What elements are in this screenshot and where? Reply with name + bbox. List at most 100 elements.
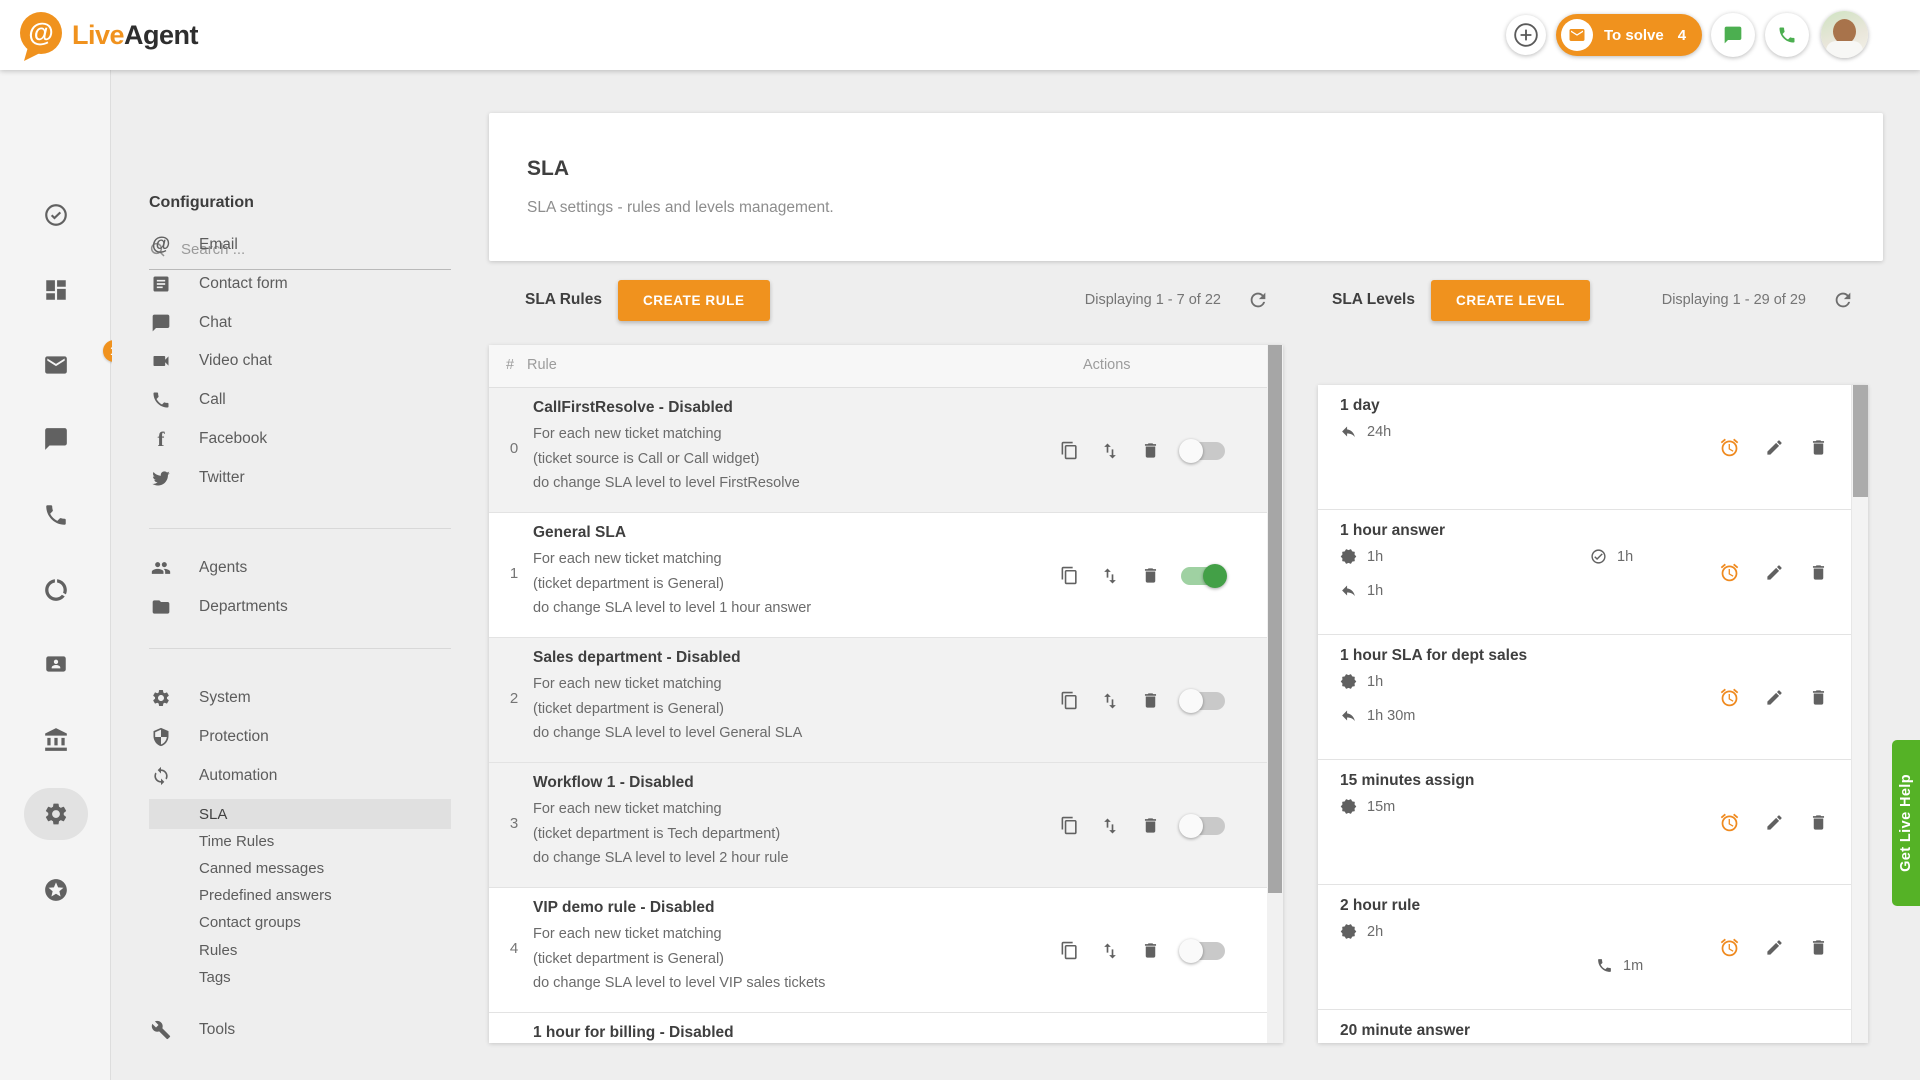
header-call-button[interactable]: [1765, 13, 1809, 57]
sidebar-subitem-tags[interactable]: Tags: [149, 962, 451, 992]
sidebar-subitem-predefined-answers[interactable]: Predefined answers: [149, 881, 451, 911]
create-rule-button[interactable]: CREATE RULE: [617, 279, 770, 321]
copy-icon[interactable]: [1060, 566, 1079, 585]
rules-scrollbar-thumb[interactable]: [1268, 345, 1282, 893]
rule-description-line: (ticket source is Call or Call widget): [533, 450, 760, 467]
trash-icon[interactable]: [1141, 566, 1160, 585]
sidebar-item-protection[interactable]: Protection: [149, 719, 451, 755]
rule-enabled-toggle[interactable]: [1179, 438, 1225, 463]
rule-title: CallFirstResolve - Disabled: [533, 399, 733, 416]
edit-icon[interactable]: [1765, 563, 1784, 582]
levels-scrollbar-thumb[interactable]: [1853, 385, 1868, 497]
search-input[interactable]: [181, 241, 421, 258]
reorder-icon[interactable]: [1100, 941, 1120, 961]
level-title: 15 minutes assign: [1340, 772, 1475, 789]
trash-icon[interactable]: [1809, 938, 1828, 957]
rule-title: VIP demo rule - Disabled: [533, 899, 715, 916]
sidebar-item-contact-form[interactable]: Contact form: [149, 266, 451, 302]
rule-description-line: For each new ticket matching: [533, 551, 722, 567]
rail-item-calls[interactable]: [0, 487, 111, 543]
refresh-icon[interactable]: [1832, 289, 1854, 311]
rail-item-customers[interactable]: [0, 636, 111, 692]
copy-icon[interactable]: [1060, 941, 1079, 960]
liveagent-logo[interactable]: @ LiveAgent: [14, 8, 199, 62]
sidebar-item-automation[interactable]: Automation: [149, 758, 451, 794]
to-solve-button[interactable]: To solve 4: [1556, 14, 1703, 56]
rail-item-configuration[interactable]: [0, 786, 111, 842]
trash-icon[interactable]: [1809, 563, 1828, 582]
sla-rules-title: SLA Rules: [525, 291, 602, 308]
header-chat-button[interactable]: [1711, 13, 1755, 57]
trash-icon[interactable]: [1809, 813, 1828, 832]
rail-item-academy[interactable]: [0, 712, 111, 768]
rule-enabled-toggle[interactable]: [1181, 563, 1227, 588]
sidebar-item-email[interactable]: @ Email: [149, 227, 451, 263]
sidebar-subitem-canned-messages[interactable]: Canned messages: [149, 853, 451, 883]
alarm-icon[interactable]: [1719, 562, 1740, 583]
refresh-icon[interactable]: [1247, 289, 1269, 311]
edit-icon[interactable]: [1765, 813, 1784, 832]
sidebar-item-agents[interactable]: Agents: [149, 550, 451, 586]
rail-item-dashboard[interactable]: [0, 262, 111, 318]
speech-bubble-at-icon: @: [20, 12, 62, 61]
trash-icon[interactable]: [1141, 691, 1160, 710]
edit-icon[interactable]: [1765, 688, 1784, 707]
add-button[interactable]: [1506, 15, 1546, 55]
create-level-button[interactable]: CREATE LEVEL: [1431, 279, 1590, 321]
rule-enabled-toggle[interactable]: [1179, 938, 1225, 963]
alarm-icon[interactable]: [1719, 687, 1740, 708]
user-avatar[interactable]: [1821, 11, 1868, 58]
sidebar-item-chat[interactable]: Chat: [149, 305, 451, 341]
trash-icon[interactable]: [1809, 688, 1828, 707]
sidebar-subitem-sla[interactable]: SLA: [149, 799, 451, 829]
sidebar-item-system[interactable]: System: [149, 680, 451, 716]
copy-icon[interactable]: [1060, 441, 1079, 460]
sidebar-item-call[interactable]: Call: [149, 382, 451, 418]
trash-icon[interactable]: [1141, 941, 1160, 960]
sidebar-subitem-rules[interactable]: Rules: [149, 935, 451, 965]
table-row: 2 Sales department - Disabled For each new…: [489, 638, 1283, 763]
reorder-icon[interactable]: [1100, 441, 1120, 461]
sidebar-subitem-label: Canned messages: [199, 859, 325, 877]
rule-enabled-toggle[interactable]: [1179, 688, 1225, 713]
rail-item-tickets[interactable]: 1: [0, 337, 125, 393]
trash-icon[interactable]: [1141, 441, 1160, 460]
rule-actions: [1060, 763, 1225, 888]
rail-item-gamification[interactable]: [0, 862, 111, 918]
edit-icon[interactable]: [1765, 438, 1784, 457]
sidebar-subitem-contact-groups[interactable]: Contact groups: [149, 908, 451, 938]
alarm-icon[interactable]: [1719, 812, 1740, 833]
level-actions: [1719, 635, 1828, 760]
copy-icon[interactable]: [1060, 691, 1079, 710]
get-live-help-tab[interactable]: Get Live Help: [1892, 740, 1920, 906]
trash-icon[interactable]: [1141, 816, 1160, 835]
rules-scrollbar: [1267, 345, 1283, 1043]
edit-icon[interactable]: [1765, 938, 1784, 957]
reply-icon: [1342, 710, 1355, 722]
sidebar-item-label: Agents: [199, 559, 248, 576]
rail-item-tosolve[interactable]: [0, 187, 111, 243]
sidebar-item-departments[interactable]: Departments: [149, 589, 451, 625]
sidebar-item-tools[interactable]: Tools: [149, 1012, 451, 1048]
level-title: 1 hour SLA for dept sales: [1340, 647, 1528, 664]
sidebar-item-video-chat[interactable]: Video chat: [149, 343, 451, 379]
rail-item-reports[interactable]: [0, 562, 111, 618]
rule-description-line: do change SLA level to level 2 hour rule: [533, 850, 789, 866]
trash-icon[interactable]: [1809, 438, 1828, 457]
call-icon: [153, 392, 169, 408]
sidebar-subitem-time-rules[interactable]: Time Rules: [149, 826, 451, 856]
alarm-icon[interactable]: [1719, 437, 1740, 458]
reorder-icon[interactable]: [1100, 691, 1120, 711]
copy-icon[interactable]: [1060, 816, 1079, 835]
plus-circle-icon: [1514, 23, 1538, 47]
sidebar-item-label: Chat: [199, 313, 232, 331]
sidebar-item-twitter[interactable]: Twitter: [149, 460, 451, 496]
alarm-icon[interactable]: [1719, 937, 1740, 958]
reorder-icon[interactable]: [1100, 816, 1120, 836]
rule-enabled-toggle[interactable]: [1179, 813, 1225, 838]
reorder-icon[interactable]: [1100, 566, 1120, 586]
sidebar-item-facebook[interactable]: f Facebook: [149, 421, 451, 457]
toggle-knob: [1179, 938, 1203, 963]
rail-item-chats[interactable]: [0, 411, 111, 467]
twitter-icon: [152, 471, 170, 486]
